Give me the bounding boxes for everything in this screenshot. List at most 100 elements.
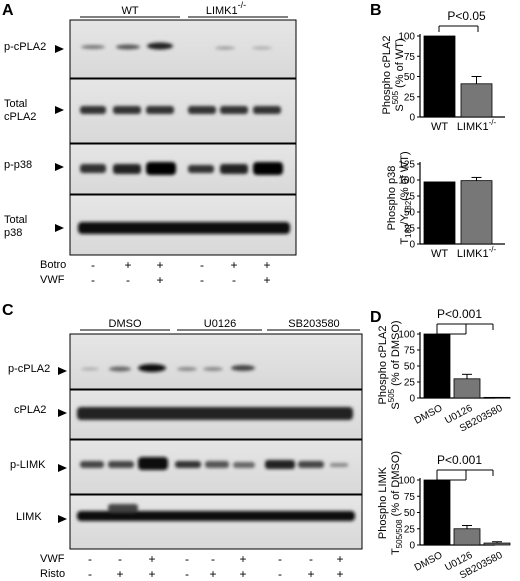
conditions-a: - + + - + +- - + - - + (91, 258, 271, 287)
x-tick-label: DMSO (413, 550, 445, 574)
bands-p-limk-c (80, 457, 348, 470)
cond-c-risto-5: + (239, 567, 246, 581)
cond-a-vwf-4: - (232, 273, 236, 287)
chart-b-cpla2: Phospho cPLA2S505 (% of WT) 0 25 50 75 100 WT… (381, 9, 505, 133)
y-tick-label: 75 (404, 192, 416, 203)
y-tick-label: 50 (404, 72, 416, 83)
cond-c-vwf-0: - (88, 552, 92, 566)
cond-a-botro-0: - (91, 258, 95, 272)
x-tick-label: WT (431, 121, 448, 133)
chart-b-p38-ylabel: Phospho p38T180/Y182(% of WT) (386, 151, 413, 244)
bands-total-p38-a (78, 222, 290, 234)
arrow-c-p-limk (58, 464, 67, 472)
x-tick-label: LIMK1-/- (457, 118, 497, 133)
bar-sb203580 (483, 542, 511, 546)
bar-wt (423, 181, 456, 245)
blot-c: DMSO U0126 SB203580 (8, 318, 363, 581)
cond-c-risto-6: - (278, 567, 282, 581)
condition-label-risto: Risto (40, 568, 65, 580)
chart-d-cpla2-ylabel: Phospho cPLA2S505 (% of DMSO) (377, 320, 402, 409)
group-label-u0126: U0126 (204, 318, 236, 330)
cond-a-botro-3: - (200, 258, 204, 272)
bands-limk-c (77, 504, 355, 521)
y-tick-label: 100 (398, 330, 415, 341)
condition-label-botro: Botro (40, 259, 66, 271)
bar-u0126 (453, 378, 481, 399)
bar-limk1- (460, 83, 493, 118)
bands-p-cpla2-a (81, 42, 272, 50)
significance-label: P<0.001 (437, 307, 482, 321)
cond-c-risto-4: + (209, 567, 216, 581)
cond-a-vwf-0: - (91, 273, 95, 287)
cond-c-vwf-3: - (185, 552, 189, 566)
cond-c-vwf-7: - (309, 552, 313, 566)
group-label-wt: WT (121, 5, 138, 17)
y-tick-label: 25 (404, 378, 416, 389)
y-tick-label: 50 (404, 362, 416, 373)
blot-a: WT LIMK1-/- (4, 0, 297, 287)
cond-c-risto-8: + (336, 567, 343, 581)
y-tick-label: 100 (398, 176, 415, 187)
cond-a-botro-4: + (230, 258, 237, 272)
bar-u0126 (453, 528, 481, 546)
x-tick-label: WT (431, 248, 448, 260)
panel-letter-d: D (370, 309, 382, 326)
cond-a-botro-1: + (124, 258, 131, 272)
y-tick-label: 50 (404, 508, 416, 519)
arrow-total-cpla2 (55, 106, 64, 114)
bands-total-cpla2-a (80, 106, 281, 114)
arrow-c-cpla2 (58, 409, 67, 417)
chart-b-cpla2-ylabel: Phospho cPLA2S505 (% of WT) (381, 36, 406, 115)
cond-c-vwf-2: + (148, 552, 155, 566)
y-tick-label: 100 (398, 32, 415, 43)
row-label-total-p38: Total p38 (4, 214, 27, 239)
y-tick-label: 0 (409, 541, 415, 552)
cond-c-vwf-1: - (118, 552, 122, 566)
cond-a-vwf-5: + (263, 273, 270, 287)
cond-a-vwf-3: - (200, 273, 204, 287)
row-label-c-limk: LIMK (16, 511, 42, 523)
bar-wt (423, 35, 456, 118)
arrow-p-cpla2 (55, 45, 64, 53)
row-label-c-p-cpla2: p-cPLA2 (8, 363, 50, 375)
bar-dmso (423, 333, 451, 399)
conditions-c: - - + - - + - - +- + + - + + - + + (88, 552, 344, 581)
cond-c-vwf-8: + (336, 552, 343, 566)
y-tick-label: 50 (404, 208, 416, 219)
row-label-p-p38: p-p38 (4, 159, 32, 171)
panel-letter-b: B (370, 2, 382, 19)
bar-dmso (423, 479, 451, 546)
blot-c-strip-4 (69, 494, 363, 550)
condition-label-vwf-a: VWF (40, 274, 65, 286)
cond-c-risto-3: - (185, 567, 189, 581)
row-label-c-p-limk: p-LIMK (10, 459, 46, 471)
chart-d-limk: Phospho LIMKT505/508 (% of DMSO) 0 25 50 75… (377, 451, 511, 581)
condition-label-vwf-c: VWF (40, 553, 65, 565)
cond-c-risto-0: - (88, 567, 92, 581)
arrow-p-p38 (55, 163, 64, 171)
group-label-dmso: DMSO (109, 318, 142, 330)
cond-c-vwf-5: + (239, 552, 246, 566)
y-tick-label: 25 (404, 224, 416, 235)
y-tick-label: 125 (398, 160, 415, 171)
panel-letter-c: C (2, 302, 14, 319)
y-tick-label: 0 (409, 394, 415, 405)
y-tick-label: 75 (404, 346, 416, 357)
chart-b-p38: Phospho p38T180/Y182(% of WT) 0 25 50 75 100… (386, 151, 505, 260)
cond-a-botro-2: + (156, 258, 163, 272)
y-tick-label: 0 (409, 240, 415, 251)
row-label-p-cpla2: p-cPLA2 (4, 41, 46, 53)
blot-c-strip-1 (69, 333, 363, 390)
bar-sb203580 (483, 396, 511, 399)
chart-d-cpla2: Phospho cPLA2S505 (% of DMSO) 0 25 50 75 100… (377, 307, 511, 435)
y-tick-label: 25 (404, 92, 416, 103)
cond-c-risto-2: + (148, 567, 155, 581)
row-label-total-cpla2: Total cPLA2 (4, 98, 36, 123)
significance-label: P<0.001 (437, 453, 482, 467)
cond-a-vwf-2: + (156, 273, 163, 287)
y-tick-label: 0 (409, 113, 415, 124)
cond-c-vwf-4: - (211, 552, 215, 566)
x-tick-label: DMSO (413, 403, 445, 427)
y-tick-label: 75 (404, 52, 416, 63)
